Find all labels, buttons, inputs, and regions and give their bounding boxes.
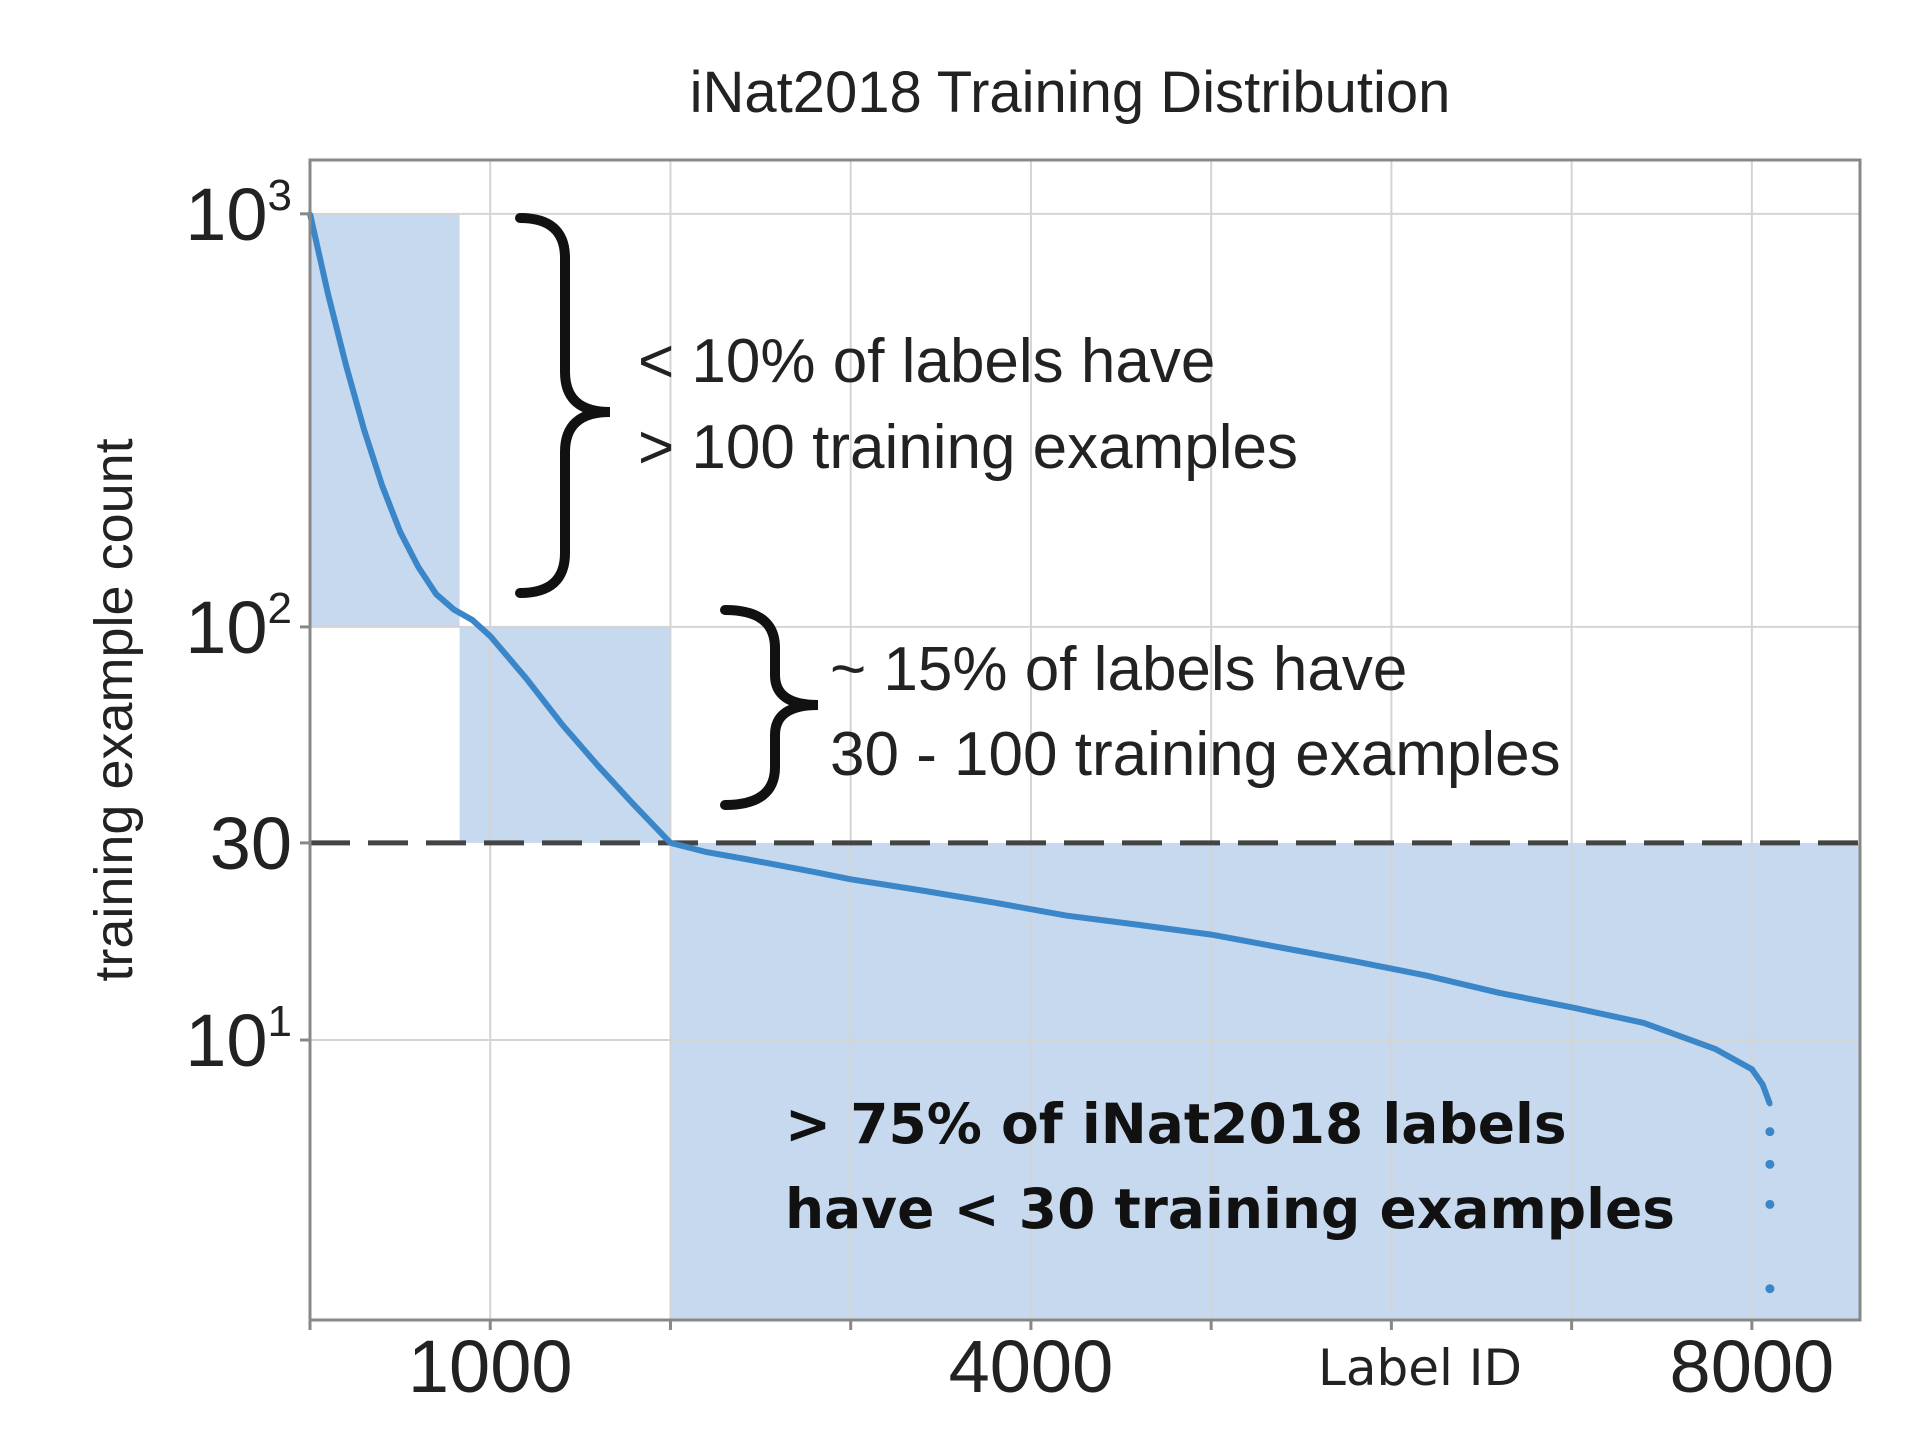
x-ticks: 1000 4000 8000	[308, 1320, 1835, 1408]
y-tick-base-10: 10	[185, 999, 267, 1082]
brace-middle	[720, 605, 819, 810]
data-point-6	[415, 564, 421, 570]
data-point-5	[397, 529, 403, 535]
annotation-middle-line-1: ~ 15% of labels have	[830, 635, 1407, 704]
shaded-region-1	[310, 213, 460, 627]
data-point-34	[1760, 1082, 1766, 1088]
y-axis-label: training example count	[84, 438, 144, 981]
y-tick-label-100: 102	[185, 584, 292, 669]
series-group	[307, 211, 1775, 1294]
data-point-4	[379, 482, 385, 488]
y-tick-label-30: 30	[210, 802, 292, 885]
chart-title: iNat2018 Training Distribution	[690, 60, 1451, 125]
tail-point-1	[1765, 1127, 1775, 1137]
y-tick-exponent-100: 2	[268, 584, 292, 633]
data-point-2	[343, 362, 349, 368]
y-tick-exponent-10: 1	[268, 997, 292, 1046]
data-point-29	[1497, 990, 1503, 996]
annotation-bottom-line-2: have < 30 training examples	[785, 1177, 1675, 1241]
data-point-7	[433, 591, 439, 597]
data-point-17	[740, 856, 746, 862]
y-tick-base-1000: 10	[185, 173, 267, 256]
x-axis-label: Label ID	[1318, 1339, 1522, 1397]
data-point-8	[451, 607, 457, 613]
x-tick-label-8000: 8000	[1670, 1325, 1835, 1408]
data-point-33	[1749, 1066, 1755, 1072]
data-point-15	[667, 840, 673, 846]
y-tick-exponent-1000: 3	[268, 171, 292, 220]
data-point-28	[1424, 973, 1430, 979]
data-point-26	[1280, 945, 1286, 951]
plot-frame	[308, 158, 1862, 1322]
tail-point-4	[1765, 1284, 1775, 1294]
tail-point-3	[1765, 1199, 1775, 1209]
y-tick-label-10: 101	[185, 997, 292, 1082]
annotation-top-line-2: > 100 training examples	[638, 413, 1298, 482]
annotation-middle-line-2: 30 - 100 training examples	[830, 720, 1561, 789]
data-point-12	[559, 722, 565, 728]
x-tick-label-1000: 1000	[408, 1325, 573, 1408]
data-point-21	[920, 888, 926, 894]
data-point-27	[1352, 958, 1358, 964]
data-point-16	[704, 849, 710, 855]
data-point-24	[1136, 922, 1142, 928]
annotation-top-line-1: < 10% of labels have	[638, 327, 1215, 396]
annotation-bottom-line-1: > 75% of iNat2018 labels	[785, 1092, 1567, 1156]
data-point-25	[1208, 932, 1214, 938]
y-tick-label-1000: 103	[185, 171, 292, 256]
data-point-1	[325, 291, 331, 297]
data-point-30	[1569, 1004, 1575, 1010]
data-point-9	[469, 617, 475, 623]
data-point-19	[812, 869, 818, 875]
series-line-1	[307, 213, 1773, 1106]
data-point-11	[523, 676, 529, 682]
data-point-18	[776, 862, 782, 868]
shaded-regions	[310, 213, 1860, 1320]
grid-lines	[309, 160, 1860, 1320]
data-point-14	[631, 802, 637, 808]
brace-top	[515, 213, 611, 598]
data-point-22	[992, 900, 998, 906]
data-point-23	[1064, 913, 1070, 919]
y-tick-base-100: 10	[185, 586, 267, 669]
data-point-3	[361, 427, 367, 433]
x-tick-label-4000: 4000	[949, 1325, 1114, 1408]
tail-point-2	[1765, 1159, 1775, 1169]
data-point-10	[487, 633, 493, 639]
data-point-20	[848, 876, 854, 882]
data-point-31	[1641, 1020, 1647, 1026]
data-point-13	[595, 763, 601, 769]
data-point-35	[1767, 1101, 1773, 1107]
shaded-region-3	[670, 842, 1860, 1320]
data-point-32	[1713, 1046, 1719, 1052]
